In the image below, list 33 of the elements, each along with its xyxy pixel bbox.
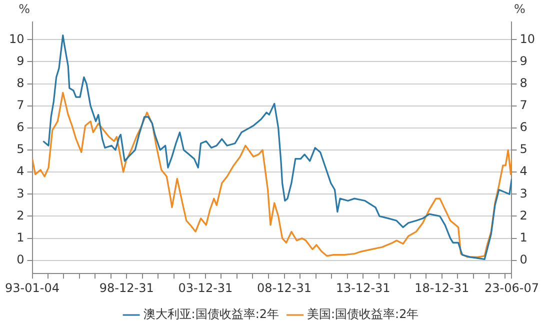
y2-tick-label: 4 xyxy=(520,164,528,178)
x-tick-label: 23-06-07 xyxy=(484,280,539,295)
x-tick-label: 18-12-31 xyxy=(414,280,470,295)
y2-tick-label: 2 xyxy=(520,208,528,222)
y2-tick-label: 8 xyxy=(520,76,528,90)
y-tick-label: 8 xyxy=(16,76,24,90)
x-tick-label: 08-12-31 xyxy=(257,280,312,295)
x-tick-label: 13-12-31 xyxy=(336,280,390,295)
y2-tick-label: 10 xyxy=(520,32,536,46)
y-axis-title: % xyxy=(18,2,30,16)
y-tick-label: 3 xyxy=(16,186,24,200)
y-tick-label: 0 xyxy=(16,252,24,266)
x-tick-label: 98-12-31 xyxy=(99,280,154,295)
y-tick-label: 10 xyxy=(8,32,24,46)
legend-label: 美国:国债收益率:2年 xyxy=(307,307,419,322)
y2-tick-label: 5 xyxy=(520,142,528,156)
x-tick-label: 03-12-31 xyxy=(178,280,233,295)
y-tick-label: 5 xyxy=(16,142,24,156)
y2-tick-label: 3 xyxy=(520,186,528,200)
x-tick-label: 93-01-04 xyxy=(5,280,60,295)
y-tick-label: 7 xyxy=(16,98,24,112)
y2-tick-label: 9 xyxy=(520,54,528,68)
legend-label: 澳大利亚:国债收益率:2年 xyxy=(143,307,280,322)
y-tick-label: 9 xyxy=(16,54,24,68)
y-tick-label: 1 xyxy=(16,230,24,244)
y2-tick-label: 1 xyxy=(520,230,528,244)
y-tick-label: 2 xyxy=(16,208,24,222)
y-tick-label: 6 xyxy=(16,120,24,134)
y2-tick-label: 7 xyxy=(520,98,528,112)
y-tick-label: 4 xyxy=(16,164,24,178)
y2-tick-label: 6 xyxy=(520,120,528,134)
y2-axis-title: % xyxy=(514,2,526,16)
y2-tick-label: 0 xyxy=(520,252,528,266)
